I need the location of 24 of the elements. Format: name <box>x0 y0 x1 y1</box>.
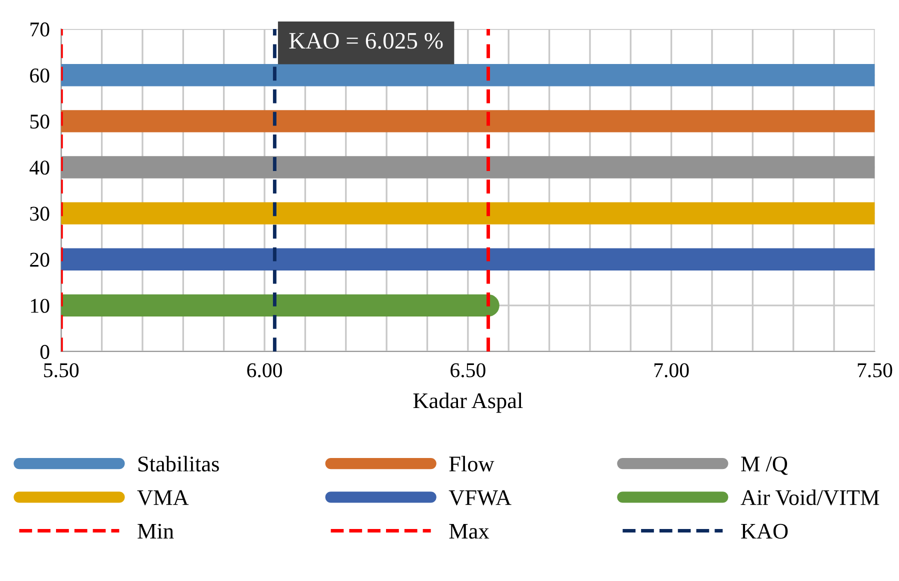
y-tick-label: 50 <box>30 114 50 129</box>
y-tick-label: 70 <box>30 22 50 36</box>
y-tick-label: 10 <box>31 298 50 313</box>
y-tick-label: 20 <box>30 252 50 267</box>
annotation: KAO = 6.025 % <box>289 32 443 49</box>
legend-label: M /Q <box>741 456 788 475</box>
x-tick-label: 7.50 <box>858 363 892 378</box>
legend-label: Min <box>138 524 174 539</box>
x-axis-title: Kadar Aspal <box>413 392 523 413</box>
legend-label: Flow <box>449 456 494 472</box>
legend-label: KAO <box>741 524 788 539</box>
y-tick-label: 0 <box>40 344 50 359</box>
y-tick-label: 30 <box>30 206 50 221</box>
legend-label: Air Void/VITM <box>740 490 880 506</box>
x-tick-label: 5.50 <box>44 363 79 378</box>
legend-label: Stabilitas <box>138 456 219 472</box>
x-tick-label: 6.50 <box>450 363 486 378</box>
x-tick-label: 6.00 <box>247 363 282 378</box>
x-tick-label: 7.00 <box>654 363 689 378</box>
legend-label: VMA <box>137 490 189 506</box>
legend-label: VFWA <box>448 490 512 506</box>
legend-label: Max <box>449 524 490 539</box>
y-tick-label: 40 <box>30 160 50 175</box>
y-tick-label: 60 <box>30 68 50 83</box>
